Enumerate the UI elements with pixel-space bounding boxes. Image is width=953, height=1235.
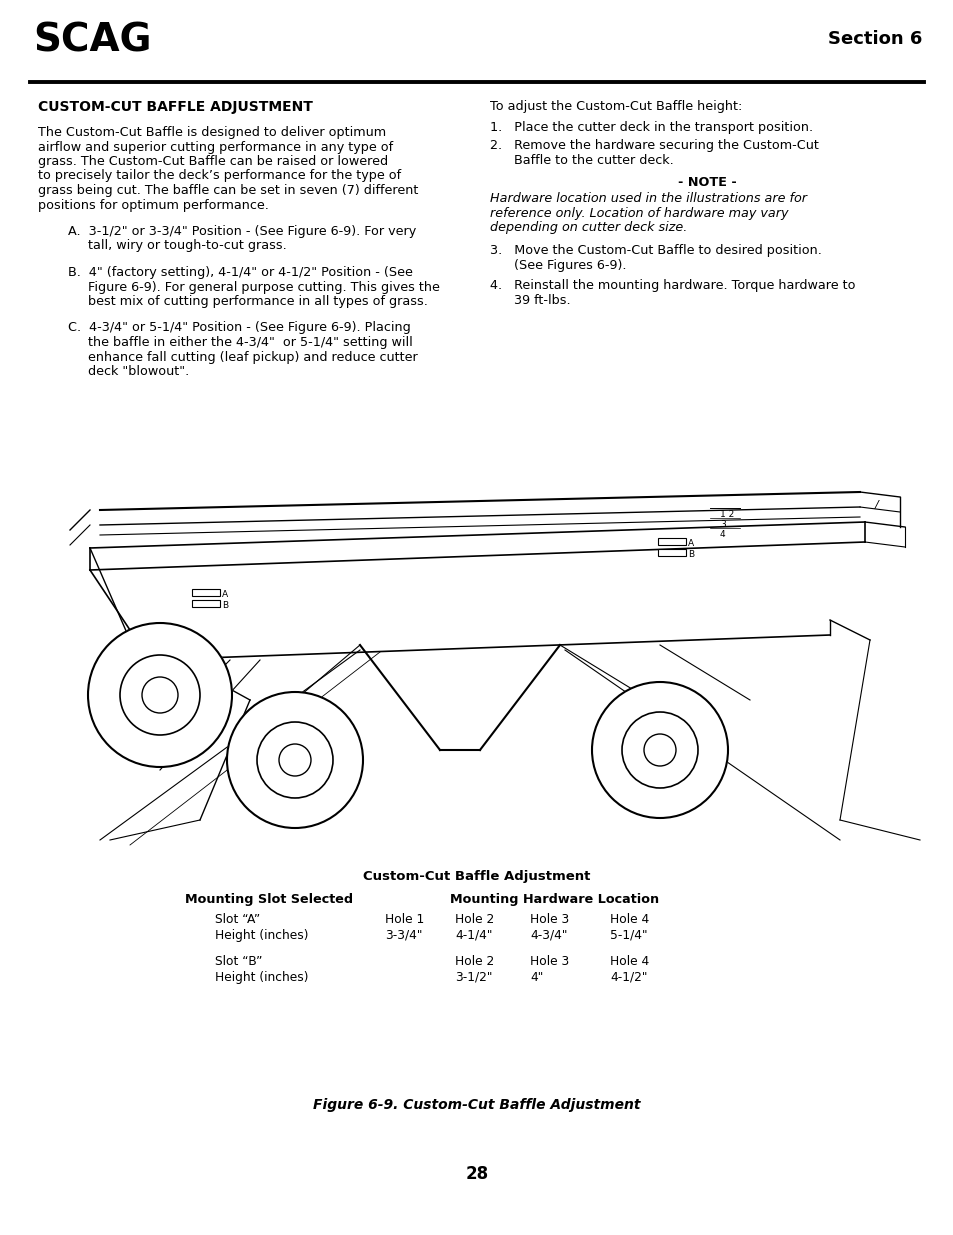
Text: 4-1/4": 4-1/4": [455, 929, 492, 942]
Text: Figure 6-9. Custom-Cut Baffle Adjustment: Figure 6-9. Custom-Cut Baffle Adjustment: [313, 1098, 640, 1112]
Text: 4-1/2": 4-1/2": [609, 971, 647, 984]
Text: 39 ft-lbs.: 39 ft-lbs.: [490, 294, 570, 306]
Text: Height (inches): Height (inches): [214, 971, 308, 984]
Text: Custom-Cut Baffle Adjustment: Custom-Cut Baffle Adjustment: [363, 869, 590, 883]
Text: positions for optimum performance.: positions for optimum performance.: [38, 199, 269, 211]
Text: 3-1/2": 3-1/2": [455, 971, 492, 984]
Text: Hole 3: Hole 3: [530, 913, 569, 926]
Circle shape: [621, 713, 698, 788]
Text: Hole 2: Hole 2: [455, 955, 494, 968]
Bar: [192, 600, 220, 606]
Text: CUSTOM-CUT BAFFLE ADJUSTMENT: CUSTOM-CUT BAFFLE ADJUSTMENT: [38, 100, 313, 114]
Text: A: A: [687, 538, 694, 548]
Circle shape: [120, 655, 200, 735]
Text: 4-3/4": 4-3/4": [530, 929, 567, 942]
Text: the baffle in either the 4-3/4"  or 5-1/4" setting will: the baffle in either the 4-3/4" or 5-1/4…: [68, 336, 413, 350]
Text: Hole 1: Hole 1: [385, 913, 424, 926]
Text: Hole 4: Hole 4: [609, 913, 649, 926]
Text: Slot “B”: Slot “B”: [214, 955, 262, 968]
Text: 1 2: 1 2: [720, 510, 734, 519]
Text: A: A: [222, 590, 228, 599]
Text: Mounting Slot Selected: Mounting Slot Selected: [185, 893, 353, 906]
Circle shape: [256, 722, 333, 798]
Text: best mix of cutting performance in all types of grass.: best mix of cutting performance in all t…: [68, 295, 428, 308]
Circle shape: [278, 743, 311, 776]
Text: To adjust the Custom-Cut Baffle height:: To adjust the Custom-Cut Baffle height:: [490, 100, 741, 112]
Text: 3: 3: [720, 520, 725, 529]
Text: Hole 3: Hole 3: [530, 955, 569, 968]
Text: Hardware location used in the illustrations are for: Hardware location used in the illustrati…: [490, 193, 806, 205]
Text: grass being cut. The baffle can be set in seven (7) different: grass being cut. The baffle can be set i…: [38, 184, 418, 198]
Bar: [658, 550, 685, 556]
Text: reference only. Location of hardware may vary: reference only. Location of hardware may…: [490, 207, 788, 220]
Text: A.  3-1/2" or 3-3/4" Position - (See Figure 6-9). For very: A. 3-1/2" or 3-3/4" Position - (See Figu…: [68, 225, 416, 238]
Circle shape: [142, 677, 178, 713]
Text: deck "blowout".: deck "blowout".: [68, 366, 189, 378]
Text: B: B: [222, 601, 228, 610]
Text: 4: 4: [720, 530, 725, 538]
Text: 2.   Remove the hardware securing the Custom-Cut: 2. Remove the hardware securing the Cust…: [490, 140, 818, 152]
Bar: [30, 485, 929, 860]
Text: Hole 2: Hole 2: [455, 913, 494, 926]
Text: - NOTE -: - NOTE -: [677, 177, 736, 189]
Circle shape: [88, 622, 232, 767]
Text: 5-1/4": 5-1/4": [609, 929, 647, 942]
Text: (See Figures 6-9).: (See Figures 6-9).: [490, 258, 626, 272]
Text: 4.   Reinstall the mounting hardware. Torque hardware to: 4. Reinstall the mounting hardware. Torq…: [490, 279, 855, 291]
Text: C.  4-3/4" or 5-1/4" Position - (See Figure 6-9). Placing: C. 4-3/4" or 5-1/4" Position - (See Figu…: [68, 321, 411, 335]
Circle shape: [227, 692, 363, 827]
Circle shape: [592, 682, 727, 818]
Text: tall, wiry or tough-to-cut grass.: tall, wiry or tough-to-cut grass.: [68, 240, 287, 252]
Text: Figure 6-9). For general purpose cutting. This gives the: Figure 6-9). For general purpose cutting…: [68, 280, 439, 294]
Text: Baffle to the cutter deck.: Baffle to the cutter deck.: [490, 153, 673, 167]
Text: Section 6: Section 6: [827, 30, 921, 48]
Text: B: B: [687, 550, 694, 559]
Text: 28: 28: [465, 1165, 488, 1183]
Text: Mounting Hardware Location: Mounting Hardware Location: [450, 893, 659, 906]
Text: depending on cutter deck size.: depending on cutter deck size.: [490, 221, 686, 235]
Text: 4": 4": [530, 971, 542, 984]
Text: Height (inches): Height (inches): [214, 929, 308, 942]
Text: to precisely tailor the deck’s performance for the type of: to precisely tailor the deck’s performan…: [38, 169, 400, 183]
Text: SCAG: SCAG: [33, 22, 152, 61]
Text: Hole 4: Hole 4: [609, 955, 649, 968]
Text: 3-3/4": 3-3/4": [385, 929, 422, 942]
Circle shape: [643, 734, 676, 766]
Bar: [192, 589, 220, 597]
Bar: [658, 538, 685, 545]
Text: Slot “A”: Slot “A”: [214, 913, 260, 926]
Text: 3.   Move the Custom-Cut Baffle to desired position.: 3. Move the Custom-Cut Baffle to desired…: [490, 245, 821, 257]
Text: enhance fall cutting (leaf pickup) and reduce cutter: enhance fall cutting (leaf pickup) and r…: [68, 351, 417, 363]
Text: /: /: [874, 500, 878, 510]
Text: 1.   Place the cutter deck in the transport position.: 1. Place the cutter deck in the transpor…: [490, 121, 812, 133]
Text: The Custom-Cut Baffle is designed to deliver optimum: The Custom-Cut Baffle is designed to del…: [38, 126, 386, 140]
Text: B.  4" (factory setting), 4-1/4" or 4-1/2" Position - (See: B. 4" (factory setting), 4-1/4" or 4-1/2…: [68, 266, 413, 279]
Text: grass. The Custom-Cut Baffle can be raised or lowered: grass. The Custom-Cut Baffle can be rais…: [38, 156, 388, 168]
Text: airflow and superior cutting performance in any type of: airflow and superior cutting performance…: [38, 141, 393, 153]
